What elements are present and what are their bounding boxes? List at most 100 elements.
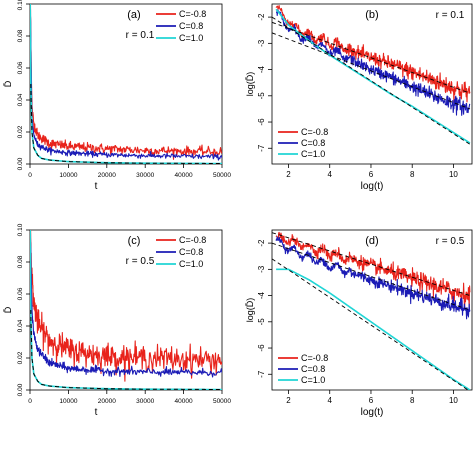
legend-label: C=0.8: [301, 138, 325, 148]
x-tick-label: 4: [328, 170, 333, 179]
panel-annotation: r = 0.1: [126, 30, 155, 41]
x-tick-label: 50000: [213, 172, 231, 179]
legend-label: C=0.8: [179, 21, 203, 31]
chart-panel-b: 2 4 6 8 10 -7 -6 -5 -4 -3 -2 log(t) log(D̄) (b) r = 0.…: [245, 3, 473, 192]
x-tick-label: 6: [369, 170, 374, 179]
x-tick-label: 10000: [59, 398, 77, 405]
panel-annotation: r = 0.5: [436, 236, 465, 247]
panel-label: (d): [365, 235, 378, 247]
y-tick-label: 0.08: [17, 29, 24, 42]
panel-label: (c): [128, 235, 141, 247]
plot-frame: [271, 229, 473, 391]
series-line-1: [275, 9, 471, 116]
legend: C=-0.8 C=0.8 C=1.0: [156, 235, 206, 269]
x-tick-label: 40000: [175, 172, 193, 179]
y-tick-label: -7: [257, 144, 266, 152]
legend: C=-0.8C=0.8C=1.0: [278, 127, 328, 159]
x-axis-label: log(t): [361, 181, 384, 192]
x-axis-label: t: [95, 407, 98, 418]
series-line-2: [275, 268, 471, 390]
y-tick-label: 0.04: [17, 319, 24, 332]
y-tick-label: -2: [257, 13, 266, 21]
fit-line-1: [272, 32, 471, 110]
legend-label: C=-0.8: [179, 235, 206, 245]
series-line-0: [275, 231, 471, 309]
x-axis-label: t: [95, 181, 98, 192]
y-tick-label: 0.06: [17, 61, 24, 74]
x-tick-label: 0: [28, 398, 32, 405]
legend-label: C=-0.8: [179, 9, 206, 19]
legend-label: C=1.0: [179, 259, 203, 269]
plot-area: [272, 4, 471, 145]
x-tick-label: 2: [286, 396, 291, 405]
legend-label: C=1.0: [179, 33, 203, 43]
panel-label: (b): [365, 9, 378, 21]
panel-annotation: r = 0.1: [436, 10, 465, 21]
y-tick-label: 0.10: [17, 223, 24, 236]
panel-annotation: r = 0.5: [126, 256, 155, 267]
legend-label: C=-0.8: [301, 353, 328, 363]
series-line-1: [30, 4, 222, 161]
y-tick-label: 0.00: [17, 383, 24, 396]
legend: C=-0.8 C=0.8 C=1.0: [156, 9, 206, 43]
legend: C=-0.8C=0.8C=1.0: [278, 353, 328, 385]
x-tick-label: 50000: [213, 398, 231, 405]
fit-line-0: [272, 21, 471, 94]
x-tick-label: 40000: [175, 398, 193, 405]
x-tick-label: 30000: [136, 172, 154, 179]
y-tick-label: -2: [257, 239, 266, 247]
x-tick-label: 10: [449, 396, 458, 405]
y-tick-label: 0.06: [17, 287, 24, 300]
legend-label: C=0.8: [301, 364, 325, 374]
fit-line: [30, 310, 222, 390]
y-tick-label: -4: [257, 65, 266, 73]
legend-label: C=1.0: [301, 149, 325, 159]
fit-line-2: [272, 258, 469, 390]
series-line-0: [30, 4, 222, 160]
x-tick-label: 8: [410, 396, 415, 405]
x-tick-label: 10: [449, 170, 458, 179]
x-tick-label: 20000: [98, 172, 116, 179]
chart-panel-c: 0 10000 20000 30000 40000 50000 0.00 0.02 0.04 0.…: [3, 223, 231, 418]
series-line-1: [30, 230, 222, 378]
plot-frame: [29, 229, 223, 391]
series-line-2: [275, 8, 471, 144]
y-tick-label: -7: [257, 370, 266, 378]
x-tick-label: 10000: [59, 172, 77, 179]
chart-panel-a: 0 10000 20000 30000 40000 50000 0.00 0.02 0.04 0.…: [3, 0, 231, 192]
x-tick-label: 30000: [136, 398, 154, 405]
y-tick-label: -6: [257, 118, 266, 126]
legend-label: C=1.0: [301, 375, 325, 385]
y-tick-label: -6: [257, 344, 266, 352]
y-tick-label: 0.04: [17, 93, 24, 106]
fit-line: [30, 84, 222, 164]
plot-frame: [29, 3, 223, 165]
plot-area: [30, 230, 222, 390]
y-tick-label: 0.10: [17, 0, 24, 10]
x-tick-label: 4: [328, 396, 333, 405]
legend-label: C=0.8: [179, 247, 203, 257]
x-tick-label: 2: [286, 170, 291, 179]
y-tick-label: 0.02: [17, 351, 24, 364]
y-axis-label: log(D̄): [245, 72, 255, 97]
plot-area: [272, 231, 471, 390]
y-tick-label: 0.08: [17, 255, 24, 268]
panel-label: (a): [127, 9, 140, 21]
y-axis-label: D̄: [3, 306, 13, 313]
series-line-0: [30, 230, 222, 382]
x-tick-label: 6: [369, 396, 374, 405]
y-tick-label: -4: [257, 291, 266, 299]
legend-label: C=-0.8: [301, 127, 328, 137]
y-axis-label: log(D̄): [245, 298, 255, 323]
series-line-1: [275, 236, 471, 320]
chart-panel-d: 2 4 6 8 10 -7 -6 -5 -4 -3 -2 log(t) log(D̄) (d) r = 0.…: [245, 229, 473, 418]
y-tick-label: -3: [257, 265, 266, 273]
plot-frame: [271, 3, 473, 165]
y-axis-label: D̄: [3, 80, 13, 87]
x-axis-label: log(t): [361, 407, 384, 418]
x-tick-label: 20000: [98, 398, 116, 405]
y-tick-label: -5: [257, 92, 266, 100]
x-tick-label: 8: [410, 170, 415, 179]
y-tick-label: -3: [257, 39, 266, 47]
